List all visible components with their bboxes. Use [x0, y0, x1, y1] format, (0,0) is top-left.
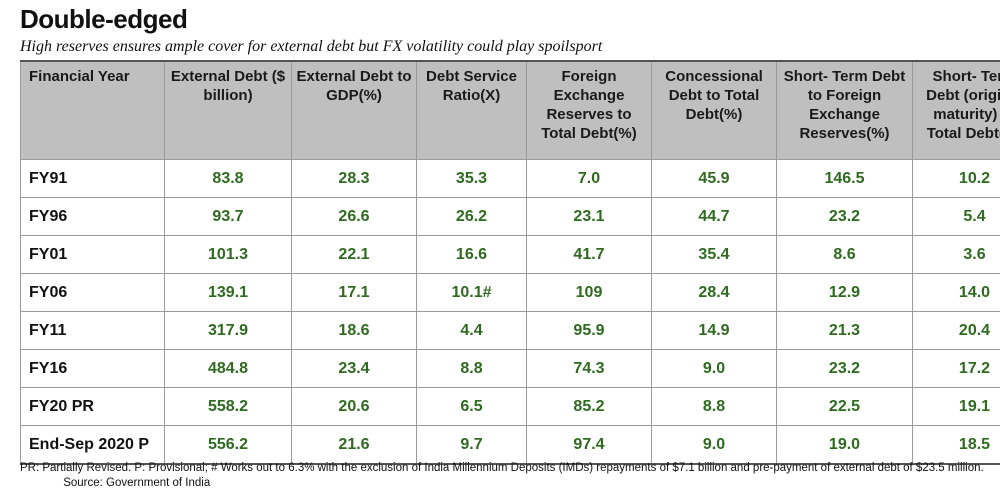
value-cell: 95.9	[526, 311, 652, 350]
table-row: FY01 101.3 22.1 16.6 41.7 35.4 8.6 3.6	[20, 235, 1000, 274]
row-label: FY96	[20, 197, 165, 236]
value-cell: 18.5	[912, 425, 1000, 465]
value-cell: 8.8	[416, 349, 527, 388]
table-row: FY20 PR 558.2 20.6 6.5 85.2 8.8 22.5 19.1	[20, 387, 1000, 426]
row-label: FY16	[20, 349, 165, 388]
row-label: FY20 PR	[20, 387, 165, 426]
column-header: Financial Year	[20, 60, 165, 160]
value-cell: 20.6	[291, 387, 417, 426]
value-cell: 6.5	[416, 387, 527, 426]
value-cell: 41.7	[526, 235, 652, 274]
value-cell: 35.3	[416, 159, 527, 198]
value-cell: 18.6	[291, 311, 417, 350]
value-cell: 146.5	[776, 159, 913, 198]
value-cell: 101.3	[164, 235, 292, 274]
chart-subtitle: High reserves ensures ample cover for ex…	[20, 38, 603, 55]
row-label: FY06	[20, 273, 165, 312]
table-row: FY91 83.8 28.3 35.3 7.0 45.9 146.5 10.2	[20, 159, 1000, 198]
value-cell: 28.4	[651, 273, 777, 312]
value-cell: 10.1#	[416, 273, 527, 312]
row-label: End-Sep 2020 P	[20, 425, 165, 465]
value-cell: 26.6	[291, 197, 417, 236]
value-cell: 17.2	[912, 349, 1000, 388]
value-cell: 20.4	[912, 311, 1000, 350]
value-cell: 23.2	[776, 197, 913, 236]
value-cell: 4.4	[416, 311, 527, 350]
value-cell: 97.4	[526, 425, 652, 465]
value-cell: 22.5	[776, 387, 913, 426]
value-cell: 16.6	[416, 235, 527, 274]
table-row: FY11 317.9 18.6 4.4 95.9 14.9 21.3 20.4	[20, 311, 1000, 350]
footnote: PR: Partially Revised. P: Provisional; #…	[20, 461, 986, 491]
column-header: Concessional Debt to Total Debt(%)	[651, 60, 777, 160]
column-header: External Debt ($ billion)	[164, 60, 292, 160]
column-header: Short- Term Debt (original maturity) to …	[912, 60, 1000, 160]
value-cell: 19.0	[776, 425, 913, 465]
column-header: Debt Service Ratio(X)	[416, 60, 527, 160]
value-cell: 7.0	[526, 159, 652, 198]
source-text: Source: Government of India	[63, 477, 211, 489]
value-cell: 17.1	[291, 273, 417, 312]
value-cell: 14.0	[912, 273, 1000, 312]
value-cell: 23.2	[776, 349, 913, 388]
value-cell: 484.8	[164, 349, 292, 388]
value-cell: 5.4	[912, 197, 1000, 236]
value-cell: 21.6	[291, 425, 417, 465]
table-row: FY96 93.7 26.6 26.2 23.1 44.7 23.2 5.4	[20, 197, 1000, 236]
row-label: FY11	[20, 311, 165, 350]
value-cell: 21.3	[776, 311, 913, 350]
value-cell: 8.6	[776, 235, 913, 274]
value-cell: 317.9	[164, 311, 292, 350]
value-cell: 8.8	[651, 387, 777, 426]
value-cell: 23.4	[291, 349, 417, 388]
row-label: FY91	[20, 159, 165, 198]
value-cell: 109	[526, 273, 652, 312]
value-cell: 74.3	[526, 349, 652, 388]
value-cell: 558.2	[164, 387, 292, 426]
value-cell: 83.8	[164, 159, 292, 198]
value-cell: 12.9	[776, 273, 913, 312]
value-cell: 28.3	[291, 159, 417, 198]
value-cell: 9.7	[416, 425, 527, 465]
table-row: FY06 139.1 17.1 10.1# 109 28.4 12.9 14.0	[20, 273, 1000, 312]
value-cell: 85.2	[526, 387, 652, 426]
value-cell: 9.0	[651, 349, 777, 388]
value-cell: 23.1	[526, 197, 652, 236]
footnote-text: PR: Partially Revised. P: Provisional; #…	[20, 462, 984, 474]
table-body: FY91 83.8 28.3 35.3 7.0 45.9 146.5 10.2 FY96 93.7…	[20, 159, 1000, 465]
row-label: FY01	[20, 235, 165, 274]
value-cell: 139.1	[164, 273, 292, 312]
value-cell: 35.4	[651, 235, 777, 274]
value-cell: 19.1	[912, 387, 1000, 426]
table-row: FY16 484.8 23.4 8.8 74.3 9.0 23.2 17.2	[20, 349, 1000, 388]
value-cell: 556.2	[164, 425, 292, 465]
table-row: End-Sep 2020 P 556.2 21.6 9.7 97.4 9.0 19.0 18.…	[20, 425, 1000, 465]
value-cell: 22.1	[291, 235, 417, 274]
value-cell: 93.7	[164, 197, 292, 236]
value-cell: 14.9	[651, 311, 777, 350]
value-cell: 44.7	[651, 197, 777, 236]
value-cell: 3.6	[912, 235, 1000, 274]
value-cell: 26.2	[416, 197, 527, 236]
header-row: Financial Year External Debt ($ billion)…	[20, 60, 1000, 160]
column-header: Short- Term Debt to Foreign Exchange Res…	[776, 60, 913, 160]
value-cell: 9.0	[651, 425, 777, 465]
debt-indicators-table: Financial Year External Debt ($ billion)…	[20, 60, 1000, 465]
chart-title: Double-edged	[20, 4, 188, 34]
column-header: Foreign Exchange Reserves to Total Debt(…	[526, 60, 652, 160]
value-cell: 45.9	[651, 159, 777, 198]
value-cell: 10.2	[912, 159, 1000, 198]
column-header: External Debt to GDP(%)	[291, 60, 417, 160]
